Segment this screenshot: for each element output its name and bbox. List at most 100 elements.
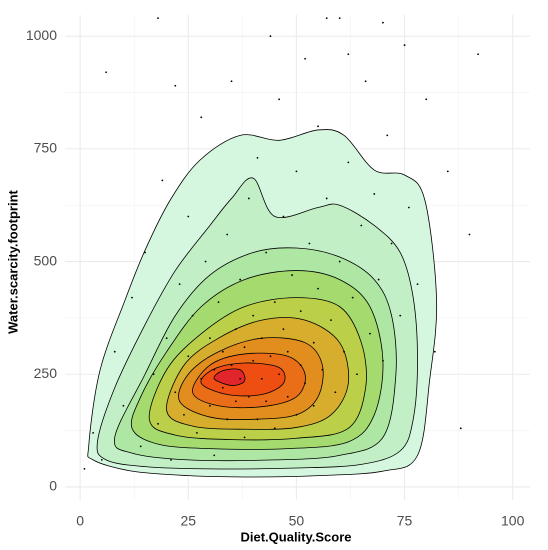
point — [200, 377, 203, 380]
y-tick-label: 750 — [34, 140, 58, 156]
point — [416, 283, 419, 285]
point — [425, 98, 428, 101]
point — [347, 161, 350, 164]
density-contour — [213, 368, 246, 386]
point — [213, 454, 216, 457]
point — [286, 395, 289, 398]
point — [256, 156, 259, 159]
point — [295, 413, 298, 416]
point — [317, 287, 319, 290]
point — [178, 283, 181, 285]
point — [157, 17, 159, 20]
point — [234, 328, 237, 331]
y-tick-label: 250 — [34, 365, 58, 381]
point — [247, 197, 250, 200]
point — [92, 431, 95, 434]
point — [230, 364, 233, 367]
x-tick-label: 0 — [76, 513, 84, 529]
point — [243, 346, 246, 349]
point — [312, 404, 315, 407]
y-tick-label: 500 — [34, 252, 58, 268]
point — [157, 422, 159, 425]
point — [221, 386, 224, 389]
point — [252, 314, 255, 317]
point — [204, 260, 207, 263]
point — [196, 431, 198, 434]
point — [234, 400, 237, 403]
point — [364, 80, 367, 83]
point — [282, 328, 285, 331]
point — [351, 296, 354, 299]
point — [265, 251, 268, 254]
point — [152, 373, 155, 376]
point — [269, 35, 272, 38]
point — [174, 391, 177, 394]
point — [477, 53, 479, 56]
point — [377, 278, 380, 281]
point — [446, 170, 449, 173]
point — [213, 368, 216, 371]
point — [170, 458, 172, 461]
point — [459, 427, 462, 430]
point — [373, 193, 376, 195]
point — [243, 436, 246, 439]
y-tick-label: 1000 — [26, 27, 57, 43]
point — [260, 337, 263, 340]
point — [252, 359, 255, 362]
point — [299, 310, 302, 313]
y-tick-label: 0 — [49, 478, 57, 494]
point — [226, 233, 229, 236]
point — [278, 98, 281, 101]
point — [105, 71, 107, 74]
point — [260, 377, 263, 380]
point — [282, 215, 285, 218]
point — [286, 350, 289, 353]
point — [330, 319, 332, 322]
point — [174, 84, 177, 87]
point — [161, 179, 164, 182]
point — [338, 260, 341, 263]
point — [399, 314, 402, 317]
point — [390, 242, 393, 245]
point — [200, 116, 203, 119]
point — [347, 53, 350, 56]
point — [360, 224, 363, 227]
point — [295, 170, 298, 173]
point — [382, 21, 384, 24]
y-axis-title: Water.scarcity.footprint — [5, 189, 20, 333]
point — [209, 337, 211, 340]
point — [369, 332, 371, 335]
point — [187, 355, 190, 358]
point — [265, 400, 268, 403]
point — [468, 233, 471, 236]
point — [334, 391, 337, 394]
point — [269, 355, 272, 358]
point — [239, 278, 242, 281]
x-tick-label: 25 — [180, 513, 196, 529]
point — [304, 57, 306, 60]
point — [247, 395, 250, 398]
point — [325, 197, 328, 200]
point — [239, 377, 242, 380]
point — [317, 125, 319, 128]
point — [165, 337, 168, 340]
point — [308, 242, 311, 245]
point — [230, 80, 233, 83]
x-axis-title: Diet.Quality.Score — [240, 529, 351, 544]
point — [312, 341, 315, 344]
point — [321, 368, 324, 371]
point — [433, 350, 436, 353]
point — [217, 301, 220, 304]
x-tick-label: 50 — [289, 513, 305, 529]
x-tick-label: 75 — [397, 513, 413, 529]
point — [299, 364, 302, 367]
point — [304, 382, 306, 385]
point — [187, 215, 190, 218]
point — [100, 458, 103, 461]
point — [278, 373, 281, 376]
point — [403, 44, 406, 47]
point — [131, 296, 133, 299]
point — [113, 350, 116, 353]
x-tick-label: 100 — [501, 513, 525, 529]
point — [407, 206, 410, 209]
